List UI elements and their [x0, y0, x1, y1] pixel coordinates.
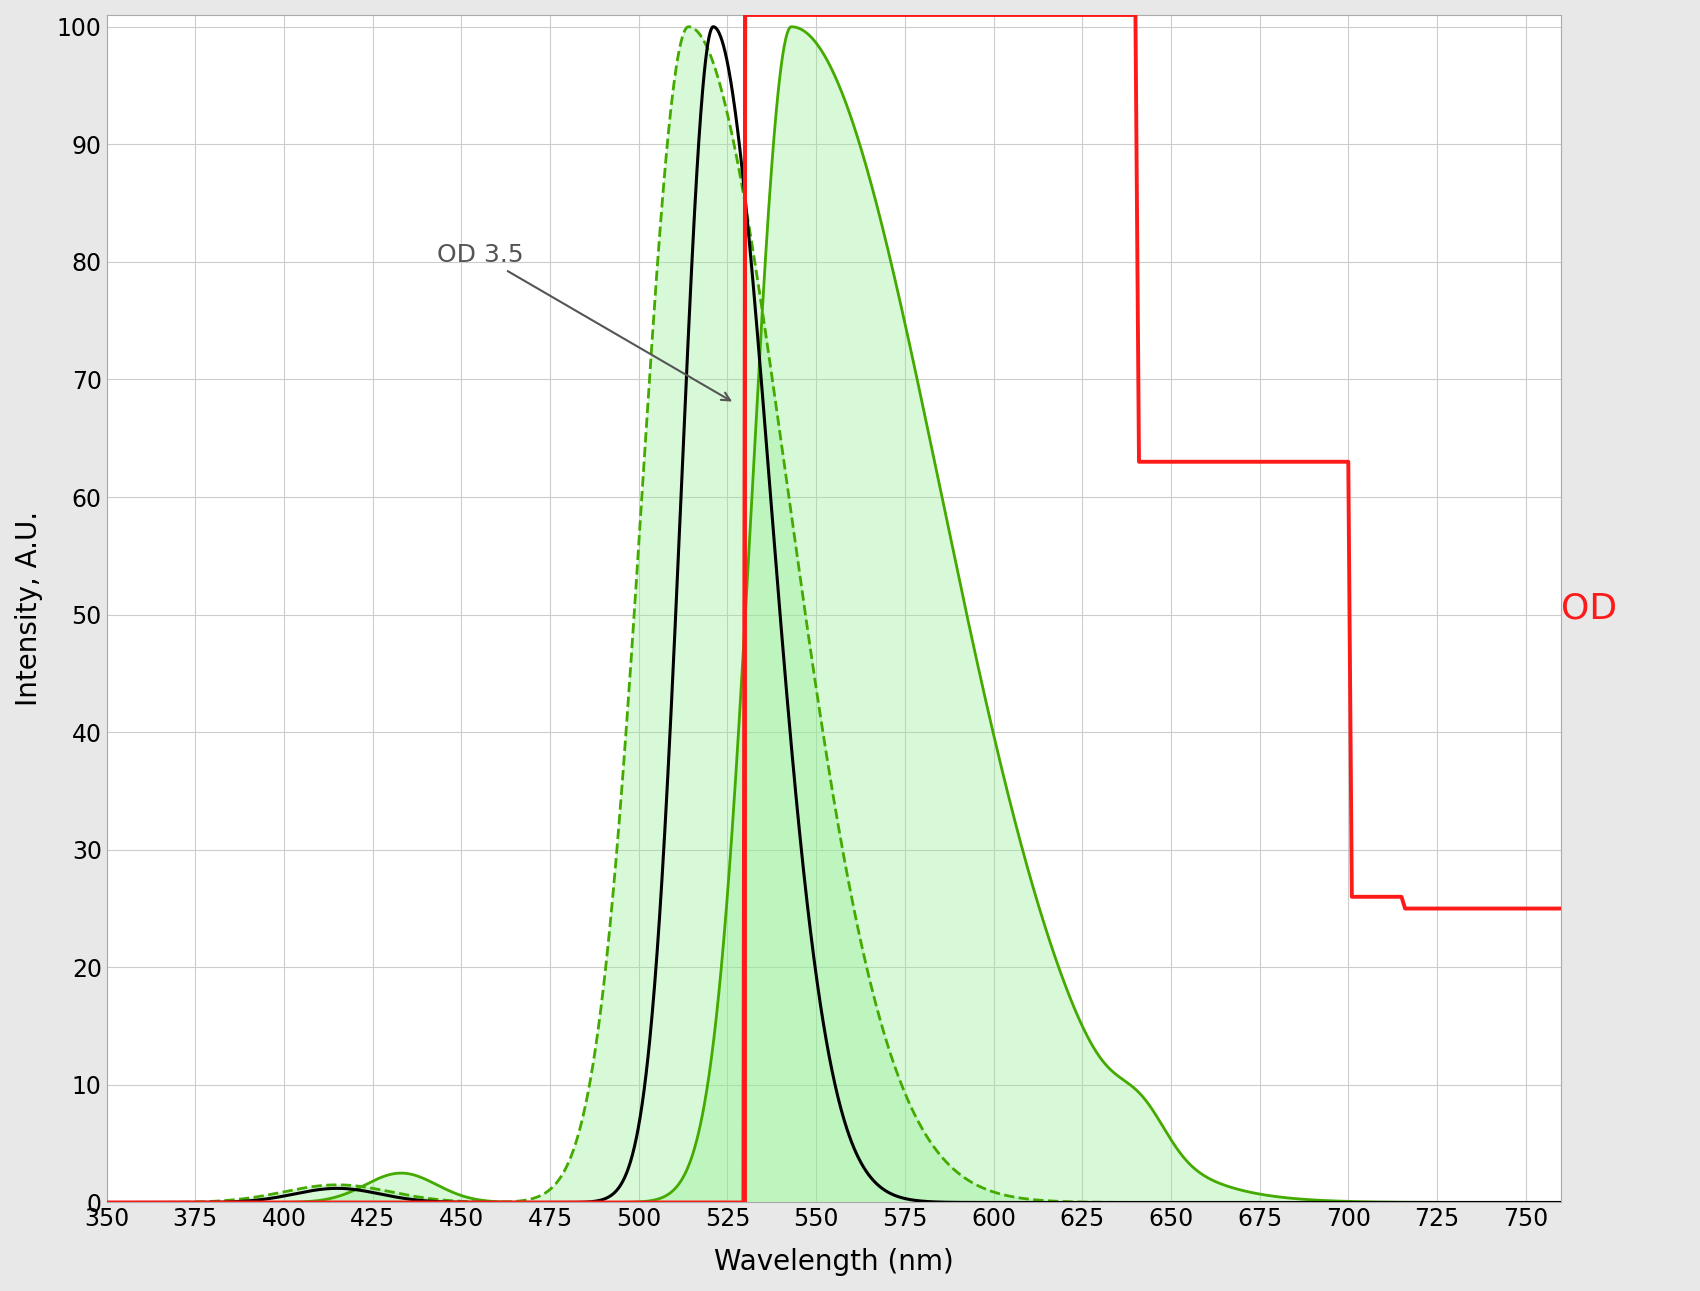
X-axis label: Wavelength (nm): Wavelength (nm) [714, 1248, 954, 1276]
Y-axis label: OD: OD [1561, 591, 1617, 626]
Text: OD 3.5: OD 3.5 [437, 243, 729, 400]
Y-axis label: Intensity, A.U.: Intensity, A.U. [15, 511, 42, 706]
